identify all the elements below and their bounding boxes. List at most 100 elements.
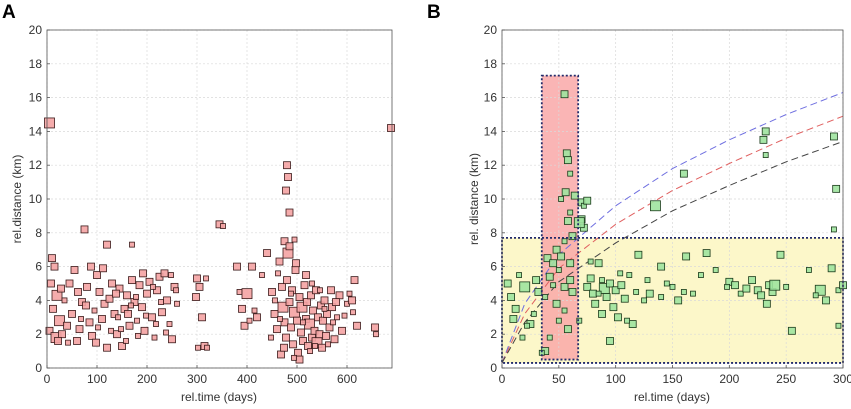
data-point <box>123 338 129 344</box>
data-point <box>599 277 605 284</box>
y-tick-label: 6 <box>490 260 497 274</box>
data-point <box>669 283 676 290</box>
data-point <box>309 280 315 287</box>
data-point <box>92 338 100 347</box>
data-point <box>241 288 253 300</box>
data-point <box>542 294 549 300</box>
x-tick-label: 300 <box>833 372 851 386</box>
data-point <box>288 290 294 297</box>
data-point <box>134 317 140 324</box>
data-point <box>562 149 571 158</box>
data-point <box>87 262 95 271</box>
data-point <box>620 294 629 303</box>
data-point <box>150 283 156 290</box>
data-point <box>113 330 121 339</box>
data-point <box>192 293 200 301</box>
data-point <box>75 325 84 334</box>
panel-b-points <box>503 90 847 356</box>
data-point <box>295 355 304 364</box>
data-point <box>307 291 315 300</box>
y-tick-label: 18 <box>29 57 43 71</box>
data-point <box>138 303 146 312</box>
y-tick-label: 12 <box>29 158 43 172</box>
data-point <box>568 288 577 296</box>
data-point <box>139 269 147 278</box>
y-tick-label: 18 <box>484 57 498 71</box>
panel-a-ylabel: rel.distance (km) <box>10 155 24 244</box>
data-point <box>166 321 173 327</box>
red-time-window <box>541 75 579 360</box>
data-point <box>806 267 812 273</box>
data-point <box>174 300 180 307</box>
data-point <box>282 186 290 195</box>
data-point <box>712 267 719 273</box>
data-point <box>737 290 744 297</box>
data-point <box>303 298 311 306</box>
data-point <box>118 342 126 350</box>
data-point <box>769 279 781 291</box>
data-point <box>561 238 568 245</box>
data-point <box>108 327 114 334</box>
data-point <box>564 217 572 225</box>
data-point <box>731 281 739 290</box>
data-point <box>633 289 640 295</box>
data-point <box>317 287 323 294</box>
data-point <box>321 305 328 312</box>
data-point <box>387 124 395 132</box>
data-point <box>334 314 340 321</box>
x-tick-label: 400 <box>237 372 257 386</box>
data-point <box>617 281 626 290</box>
data-point <box>98 315 106 323</box>
panel-b-curves <box>501 92 844 364</box>
x-tick-label: 500 <box>287 372 307 386</box>
data-point <box>240 321 249 330</box>
data-point <box>312 343 318 349</box>
data-point <box>82 301 90 310</box>
y-tick-label: 10 <box>29 192 43 206</box>
data-point <box>292 259 300 268</box>
data-point <box>555 317 562 324</box>
data-point <box>80 225 89 234</box>
data-point <box>236 289 243 295</box>
data-point <box>609 303 618 312</box>
data-point <box>761 127 770 136</box>
data-point <box>297 328 305 337</box>
y-tick-label: 2 <box>35 327 42 341</box>
data-point <box>143 289 151 298</box>
data-point <box>566 259 575 268</box>
data-point <box>143 312 149 319</box>
y-tick-label: 4 <box>35 293 42 307</box>
data-point <box>110 310 119 318</box>
data-point <box>158 299 164 305</box>
data-point <box>299 337 307 345</box>
data-point <box>587 258 594 265</box>
data-point <box>550 282 557 289</box>
data-point <box>246 317 253 324</box>
data-point <box>295 293 304 301</box>
data-point <box>168 335 176 344</box>
data-point <box>822 296 830 305</box>
data-point <box>105 294 114 303</box>
x-tick-label: 200 <box>137 372 157 386</box>
data-point <box>282 333 290 342</box>
x-tick-label: 200 <box>719 372 739 386</box>
data-point <box>330 335 339 344</box>
data-point <box>251 307 258 314</box>
data-point <box>552 245 561 254</box>
data-point <box>275 270 281 277</box>
data-point <box>812 292 819 299</box>
y-tick-label: 12 <box>484 158 498 172</box>
data-point <box>679 169 688 178</box>
data-point <box>85 318 94 327</box>
data-point <box>530 311 537 317</box>
data-point <box>827 264 836 273</box>
y-tick-label: 4 <box>490 293 497 307</box>
data-point <box>690 290 696 297</box>
data-point <box>318 343 326 352</box>
data-point <box>626 272 633 278</box>
data-point <box>663 280 670 287</box>
data-point <box>555 267 562 273</box>
data-point <box>624 317 630 324</box>
data-point <box>507 293 515 301</box>
data-point <box>68 310 76 318</box>
